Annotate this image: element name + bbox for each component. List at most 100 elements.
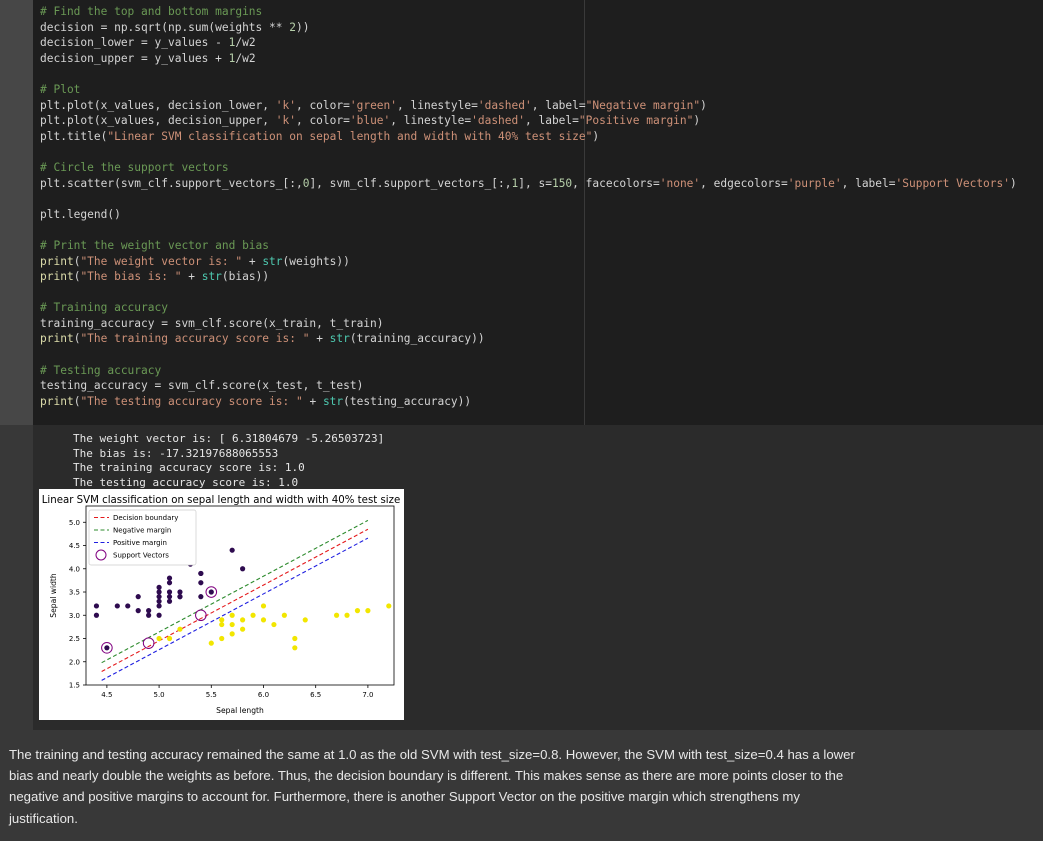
code-token: plt.plot(x_values, decision_lower,: [40, 98, 276, 112]
markdown-paragraph: The training and testing accuracy remain…: [9, 747, 855, 826]
code-cell[interactable]: # Find the top and bottom margins decisio…: [0, 0, 1043, 425]
code-token: ): [693, 114, 701, 128]
code-token: "The bias is: ": [80, 270, 182, 284]
data-point: [177, 594, 183, 600]
code-line: print("The training accuracy score is: "…: [40, 331, 1017, 347]
data-point: [219, 635, 225, 642]
data-point: [260, 617, 267, 623]
code-token: # Testing accuracy: [40, 363, 162, 377]
data-point: [260, 603, 267, 609]
code-line: [40, 347, 1017, 363]
code-token: , linestyle=: [397, 98, 478, 112]
code-token: 'dashed': [471, 114, 525, 128]
x-axis-label: Sepal length: [216, 706, 264, 715]
code-token: "Positive margin": [578, 114, 694, 128]
data-point: [156, 635, 162, 642]
x-tick-label: 6.0: [258, 691, 269, 699]
code-token: # Plot: [40, 82, 81, 96]
support-vector-ring: [205, 586, 218, 598]
data-point: [198, 570, 204, 577]
code-token: (: [73, 270, 81, 284]
code-token: "The training accuracy score is: ": [80, 332, 310, 346]
data-point: [208, 640, 214, 646]
code-token: 'purple': [787, 176, 842, 190]
code-token: 2: [289, 20, 296, 34]
data-point: [177, 589, 183, 595]
legend-label: Negative margin: [113, 527, 171, 535]
code-token: testing_accuracy = svm_clf.score(x_test,…: [40, 379, 364, 393]
data-point: [240, 566, 246, 572]
data-point: [240, 626, 246, 632]
code-line: testing_accuracy = svm_clf.score(x_test,…: [40, 378, 1017, 394]
code-token: 'Support Vectors': [895, 176, 1011, 190]
code-line: # Print the weight vector and bias: [40, 238, 1017, 254]
code-line: # Testing accuracy: [40, 363, 1017, 379]
code-line: plt.plot(x_values, decision_upper, 'k', …: [40, 113, 1017, 129]
data-point: [156, 598, 162, 604]
y-tick-label: 2.0: [69, 658, 80, 666]
code-token: decision_lower = y_values -: [40, 36, 229, 50]
code-line: [40, 66, 1017, 82]
series-line: [101, 519, 369, 664]
code-token: str: [201, 270, 222, 284]
code-token: decision = np.sqrt(np.sum(weights **: [40, 20, 290, 34]
data-point: [166, 580, 173, 586]
data-point: [166, 589, 173, 595]
legend-label: Positive margin: [113, 539, 167, 547]
code-token: 0: [302, 176, 310, 190]
stdout-line: The bias is: -17.32197688065553: [73, 446, 279, 460]
code-token: # Print the weight vector and bias: [40, 238, 270, 252]
code-line: [40, 191, 1017, 207]
data-point: [292, 645, 298, 651]
code-token: /w2: [235, 51, 256, 65]
data-point: [271, 621, 277, 628]
data-point: [219, 617, 225, 623]
data-point: [166, 635, 173, 642]
code-token: (weights)): [282, 254, 350, 268]
cell-gutter[interactable]: [0, 0, 33, 425]
y-tick-label: 3.0: [69, 612, 80, 620]
code-line: print("The weight vector is: " + str(wei…: [40, 254, 1017, 270]
code-token: 'k': [275, 114, 296, 128]
code-token: 1: [511, 176, 519, 190]
code-token: print: [40, 332, 74, 346]
x-tick-label: 5.0: [154, 691, 165, 699]
code-token: 'k': [275, 98, 296, 112]
data-point: [198, 580, 204, 586]
code-editor[interactable]: [33, 0, 1043, 425]
stdout-line: The testing accuracy score is: 1.0: [73, 475, 299, 489]
data-point: [156, 603, 162, 609]
code-token: print: [40, 394, 74, 408]
code-token: plt.title(: [40, 129, 108, 143]
data-point: [166, 594, 173, 600]
line-length-ruler: [584, 0, 585, 425]
legend-box: [88, 509, 197, 566]
svm-plot: Linear SVM classification on sepal lengt…: [39, 489, 404, 720]
code-token: , edgecolors=: [700, 176, 788, 190]
y-tick-label: 1.5: [69, 682, 80, 690]
legend-label: Decision boundary: [113, 514, 178, 522]
code-token: , label=: [531, 98, 586, 112]
code-line: training_accuracy = svm_clf.score(x_trai…: [40, 316, 1017, 332]
plot-svg: Linear SVM classification on sepal lengt…: [42, 495, 401, 715]
code-text[interactable]: # Find the top and bottom margins decisio…: [40, 4, 1017, 409]
code-token: (: [73, 332, 81, 346]
data-point: [219, 621, 225, 628]
code-token: decision_upper = y_values +: [40, 51, 229, 65]
y-tick-label: 4.0: [69, 565, 80, 573]
markdown-cell[interactable]: The training and testing accuracy remain…: [9, 744, 859, 829]
code-token: plt.scatter(svm_clf.support_vectors_[:,: [40, 176, 303, 190]
code-line: # Training accuracy: [40, 300, 1017, 316]
code-token: ], svm_clf.support_vectors_[:,: [309, 176, 512, 190]
y-tick-label: 2.5: [69, 635, 80, 643]
data-point: [302, 617, 308, 623]
data-point: [156, 589, 162, 595]
code-token: 'none': [659, 176, 701, 190]
data-point: [229, 612, 235, 618]
data-point: [93, 612, 100, 618]
code-token: +: [181, 270, 202, 284]
data-point: [93, 603, 100, 609]
data-point: [208, 589, 214, 595]
code-token: 'dashed': [477, 98, 532, 112]
code-token: "The weight vector is: ": [80, 254, 243, 268]
